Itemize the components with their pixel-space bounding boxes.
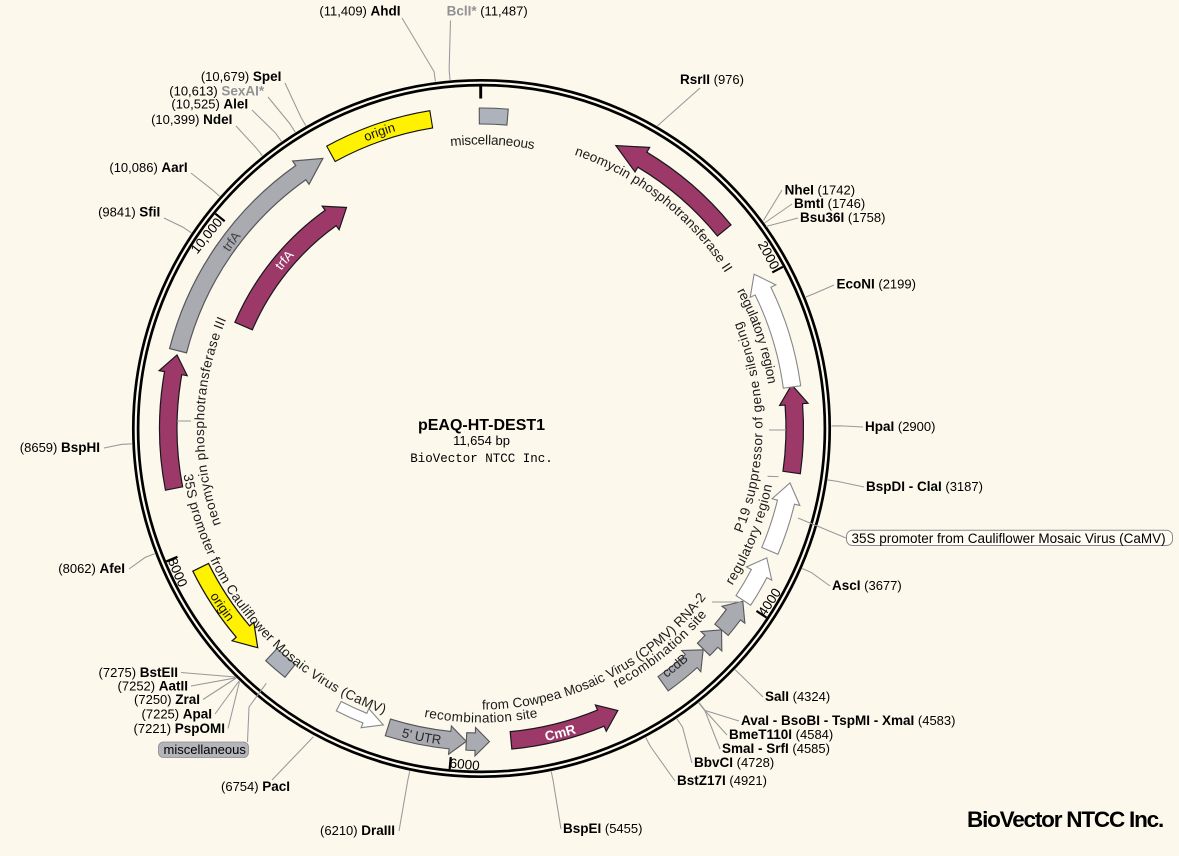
svg-text:11,654 bp: 11,654 bp xyxy=(453,433,510,448)
svg-text:h: h xyxy=(192,413,207,421)
svg-text:(7225) ApaI: (7225) ApaI xyxy=(142,707,212,722)
svg-text:o: o xyxy=(750,421,765,429)
svg-text:SalI (4324): SalI (4324) xyxy=(765,689,830,704)
svg-text:HpaI (2900): HpaI (2900) xyxy=(865,419,935,434)
svg-text:BspDI - ClaI (3187): BspDI - ClaI (3187) xyxy=(866,479,983,494)
svg-text:AscI (3677): AscI (3677) xyxy=(832,578,902,593)
svg-text:(11,409) AhdI: (11,409) AhdI xyxy=(319,4,400,19)
svg-text:f: f xyxy=(750,416,765,421)
svg-text:h: h xyxy=(192,444,207,453)
svg-text:o: o xyxy=(192,436,207,444)
svg-text:(10,086) AarI: (10,086) AarI xyxy=(109,160,187,175)
svg-text:(9841) SfiI: (9841) SfiI xyxy=(98,205,160,220)
svg-text:(6210) DraIII: (6210) DraIII xyxy=(320,823,395,838)
svg-text:(6754) PacI: (6754) PacI xyxy=(221,779,290,794)
svg-text:BclI* (11,487): BclI* (11,487) xyxy=(447,4,528,19)
svg-text:(8659) BspHI: (8659) BspHI xyxy=(20,440,100,455)
svg-text:o: o xyxy=(750,438,765,446)
svg-text:m: m xyxy=(451,709,463,725)
svg-text:BbvCI (4728): BbvCI (4728) xyxy=(694,755,774,770)
svg-text:Bsu36I (1758): Bsu36I (1758) xyxy=(800,210,885,225)
svg-text:s: s xyxy=(192,429,207,436)
svg-text:(7250) ZraI: (7250) ZraI xyxy=(134,692,200,707)
svg-text:BmeT110I (4584): BmeT110I (4584) xyxy=(729,727,833,742)
svg-text:(10,679) SpeI: (10,679) SpeI xyxy=(201,69,282,84)
svg-text:NheI (1742): NheI (1742) xyxy=(785,182,855,197)
svg-text:BstZ17I (4921): BstZ17I (4921) xyxy=(677,773,767,788)
svg-text:(7221) PspOMI: (7221) PspOMI xyxy=(134,721,225,736)
svg-text:(8062) AfeI: (8062) AfeI xyxy=(58,561,125,576)
svg-text:n: n xyxy=(504,709,513,725)
svg-text:6000: 6000 xyxy=(449,756,480,774)
svg-text:BioVector NTCC Inc.: BioVector NTCC Inc. xyxy=(967,807,1163,832)
svg-text:SmaI - SrfI (4585): SmaI - SrfI (4585) xyxy=(722,741,830,756)
svg-text:(10,525) AleI: (10,525) AleI xyxy=(171,96,248,111)
svg-text:n: n xyxy=(474,710,482,725)
svg-text:EcoNI (2199): EcoNI (2199) xyxy=(837,276,916,291)
svg-text:BmtI (1746): BmtI (1746) xyxy=(794,196,865,211)
svg-text:BspEI (5455): BspEI (5455) xyxy=(563,821,642,836)
svg-text:BioVector NTCC Inc.: BioVector NTCC Inc. xyxy=(410,452,553,466)
svg-text:p: p xyxy=(192,421,207,429)
svg-text:miscellaneous: miscellaneous xyxy=(164,742,247,757)
svg-text:RsrII (976): RsrII (976) xyxy=(680,72,744,87)
svg-text:35S promoter from Cauliflower: 35S promoter from Cauliflower Mosaic Vir… xyxy=(852,531,1166,546)
svg-text:AvaI - BsoBI - TspMI - XmaI (: AvaI - BsoBI - TspMI - XmaI (4583) xyxy=(741,713,955,728)
svg-text:(10,399) NdeI: (10,399) NdeI xyxy=(151,112,232,127)
svg-text:pEAQ-HT-DEST1: pEAQ-HT-DEST1 xyxy=(418,417,545,434)
